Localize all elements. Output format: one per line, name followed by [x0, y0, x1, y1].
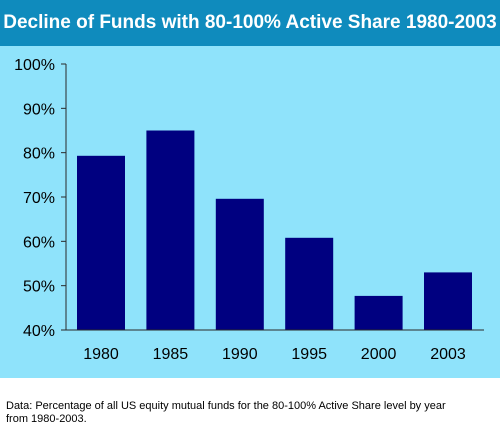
data-note: Data: Percentage of all US equity mutual… — [6, 400, 446, 425]
y-tick-label: 50% — [23, 279, 55, 296]
bar-2003 — [424, 272, 472, 330]
chart-title: Decline of Funds with 80-100% Active Sha… — [0, 0, 500, 46]
bar-chart: 40% 50% 60% 70% 80% 90% 100% 1980 1985 1990 1995 2… — [14, 57, 484, 363]
bar-2000 — [354, 295, 403, 330]
x-tick-label-2000: 2000 — [361, 346, 397, 363]
y-tick-label: 60% — [23, 234, 55, 251]
x-axis: 1980 1985 1990 1995 2000 2003 — [83, 346, 466, 363]
y-tick-label: 70% — [23, 190, 55, 207]
y-tick-label: 80% — [23, 146, 55, 163]
bars — [77, 130, 472, 330]
bar-1985 — [146, 130, 195, 330]
plot-panel: 40% 50% 60% 70% 80% 90% 100% 1980 1985 1990 1995 2… — [0, 46, 500, 378]
y-tick-label: 100% — [14, 57, 55, 74]
x-tick-label-1990: 1990 — [222, 346, 258, 363]
y-tick-label: 90% — [23, 101, 55, 118]
x-tick-label-1980: 1980 — [83, 346, 119, 363]
bar-1980 — [77, 155, 125, 330]
y-axis: 40% 50% 60% 70% 80% 90% 100% — [14, 57, 66, 340]
bar-1990 — [215, 198, 264, 330]
y-tick-label: 40% — [23, 323, 55, 340]
x-tick-label-1995: 1995 — [291, 346, 327, 363]
x-tick-label-2003: 2003 — [430, 346, 466, 363]
bar-1995 — [285, 237, 334, 330]
x-tick-label-1985: 1985 — [153, 346, 189, 363]
